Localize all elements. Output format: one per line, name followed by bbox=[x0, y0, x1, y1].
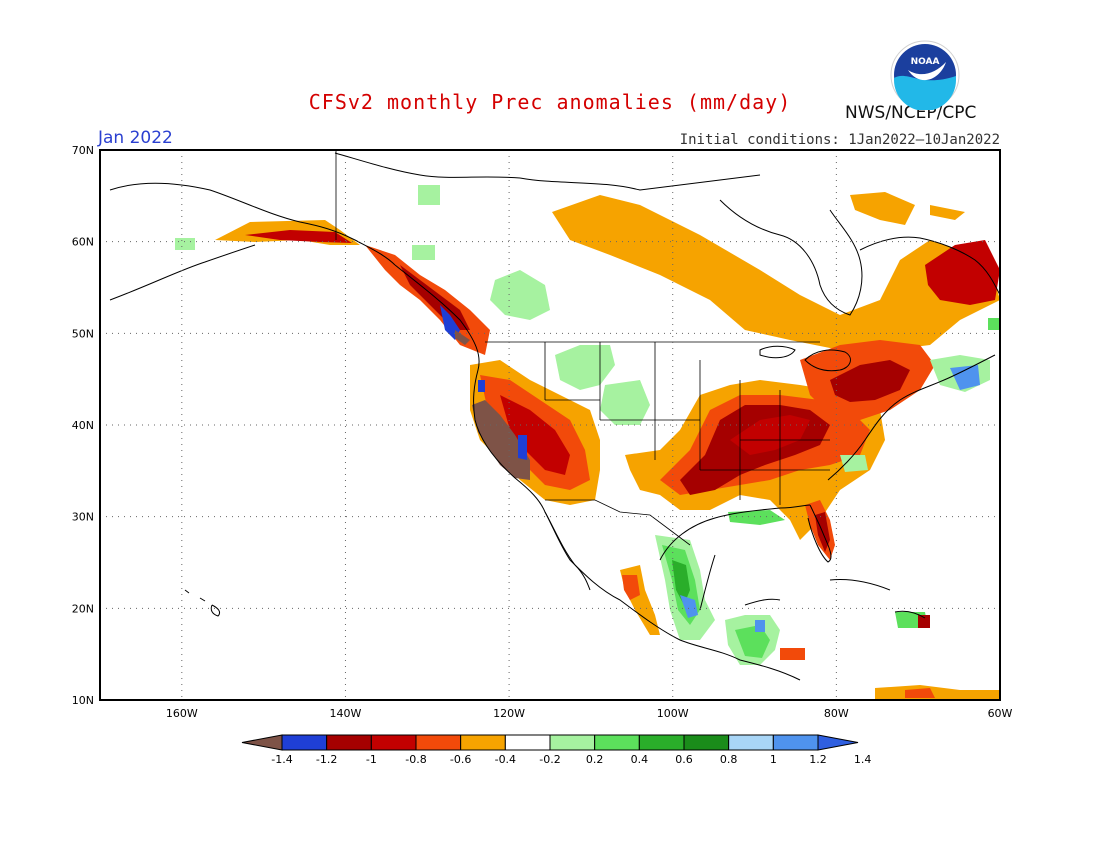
colorbar-box bbox=[549, 734, 596, 751]
axis-tick-labels: 10N 20N 30N 40N 50N 60N 70N 160W 140W 120W 100W 80W… bbox=[72, 144, 1013, 720]
colorbar-tick-label: 0.6 bbox=[675, 753, 693, 766]
colorbar-tick-label: -0.2 bbox=[539, 753, 560, 766]
colorbar-arrow-high bbox=[817, 734, 859, 751]
colorbar-box bbox=[326, 734, 372, 751]
colorbar-tick-label: -0.8 bbox=[405, 753, 426, 766]
colorbar-tick-label: 0.4 bbox=[631, 753, 649, 766]
month-label: Jan 2022 bbox=[98, 128, 173, 148]
map-frame bbox=[99, 149, 1001, 701]
colorbar-tick-label: -1.4 bbox=[271, 753, 292, 766]
map-title: CFSv2 monthly Prec anomalies (mm/day) bbox=[308, 90, 792, 114]
lat-tick-label: 40N bbox=[72, 419, 94, 432]
colorbar-tick-label: 1 bbox=[770, 753, 777, 766]
colorbar-tick-label: -1.2 bbox=[316, 753, 337, 766]
colorbar-tick-label: 0.2 bbox=[586, 753, 604, 766]
lon-tick-label: 100W bbox=[657, 707, 689, 720]
lon-tick-label: 60W bbox=[988, 707, 1013, 720]
colorbar-box bbox=[415, 734, 462, 751]
lat-lon-grid bbox=[100, 150, 1000, 700]
colorbar: -1.4 -1.2 -1 -0.8 -0.6 -0.4 -0.2 0.2 0.4 0.6 0.8 1 1… bbox=[241, 734, 872, 766]
colorbar-tick-label: 1.2 bbox=[809, 753, 827, 766]
coastlines bbox=[109, 152, 1000, 681]
logo-text: NOAA bbox=[911, 57, 940, 67]
lon-tick-label: 120W bbox=[493, 707, 525, 720]
lon-tick-label: 140W bbox=[330, 707, 362, 720]
colorbar-box bbox=[370, 734, 417, 751]
colorbar-tick-label: -0.6 bbox=[450, 753, 471, 766]
colorbar-box bbox=[728, 734, 774, 751]
colorbar-box bbox=[638, 734, 685, 751]
noaa-logo-icon: NOAA bbox=[890, 40, 960, 110]
lat-tick-label: 70N bbox=[72, 144, 94, 157]
colorbar-tick-label: 0.8 bbox=[720, 753, 738, 766]
initial-conditions-label: Initial conditions: 1Jan2022–10Jan2022 bbox=[679, 132, 1000, 148]
lon-tick-label: 160W bbox=[166, 707, 198, 720]
lat-tick-label: 30N bbox=[72, 511, 94, 524]
anomaly-shading bbox=[175, 185, 1000, 700]
colorbar-tick-label: -1 bbox=[366, 753, 377, 766]
lon-tick-label: 80W bbox=[824, 707, 849, 720]
colorbar-arrow-low bbox=[241, 734, 283, 751]
colorbar-box bbox=[772, 734, 819, 751]
lat-tick-label: 50N bbox=[72, 327, 94, 340]
colorbar-box bbox=[460, 734, 506, 751]
colorbar-box bbox=[683, 734, 730, 751]
colorbar-tick-label: 1.4 bbox=[854, 753, 872, 766]
colorbar-box bbox=[281, 734, 328, 751]
agency-label: NWS/NCEP/CPC bbox=[845, 103, 977, 123]
colorbar-box bbox=[594, 734, 640, 751]
colorbar-tick-label: -0.4 bbox=[495, 753, 516, 766]
political-boundaries bbox=[335, 150, 830, 546]
colorbar-box bbox=[504, 734, 551, 751]
lat-tick-label: 10N bbox=[72, 694, 94, 707]
lat-tick-label: 60N bbox=[72, 236, 94, 249]
lat-tick-label: 20N bbox=[72, 602, 94, 615]
